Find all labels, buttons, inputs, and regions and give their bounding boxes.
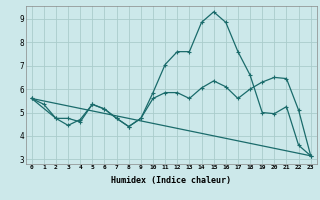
X-axis label: Humidex (Indice chaleur): Humidex (Indice chaleur)	[111, 176, 231, 185]
